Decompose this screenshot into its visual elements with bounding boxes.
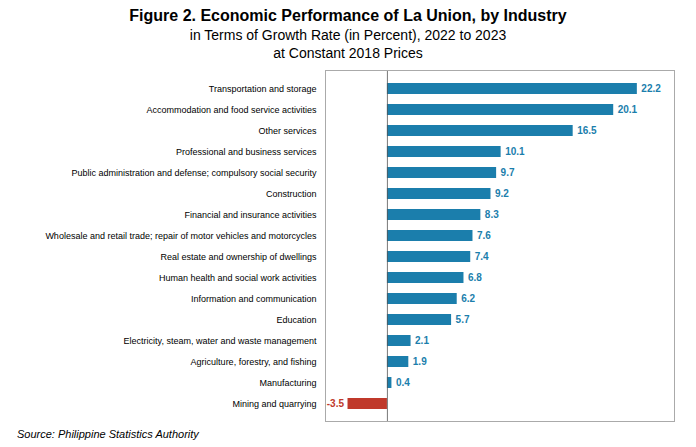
svg-text:1.9: 1.9 bbox=[413, 356, 427, 367]
svg-text:6.2: 6.2 bbox=[461, 293, 475, 304]
svg-text:Wholesale and retail trade; re: Wholesale and retail trade; repair of mo… bbox=[45, 231, 317, 241]
svg-text:Electricity, steam, water and: Electricity, steam, water and waste mana… bbox=[124, 336, 317, 346]
svg-text:-3.5: -3.5 bbox=[327, 398, 345, 409]
svg-text:20.1: 20.1 bbox=[618, 104, 638, 115]
svg-text:Mining and quarrying: Mining and quarrying bbox=[232, 399, 316, 409]
svg-text:16.5: 16.5 bbox=[577, 125, 597, 136]
svg-text:7.6: 7.6 bbox=[477, 230, 491, 241]
svg-text:0.4: 0.4 bbox=[396, 377, 410, 388]
svg-text:8.3: 8.3 bbox=[485, 209, 499, 220]
svg-text:Construction: Construction bbox=[266, 189, 317, 199]
html-text:in Terms of Growth Rate (in Pe: in Terms of Growth Rate (in Percent), 20… bbox=[189, 27, 507, 43]
svg-text:7.4: 7.4 bbox=[475, 251, 489, 262]
svg-text:6.8: 6.8 bbox=[468, 272, 482, 283]
svg-text:9.2: 9.2 bbox=[495, 188, 509, 199]
svg-text:Human health and social work a: Human health and social work activities bbox=[159, 273, 317, 283]
svg-text:9.7: 9.7 bbox=[501, 167, 515, 178]
svg-text:Other services: Other services bbox=[258, 126, 317, 136]
html-text:Source: Philippine Statistics: Source: Philippine Statistics Authority bbox=[17, 428, 199, 440]
svg-text:Transportation and storage: Transportation and storage bbox=[209, 84, 317, 94]
svg-text:22.2: 22.2 bbox=[641, 83, 661, 94]
svg-text:5.7: 5.7 bbox=[456, 314, 470, 325]
svg-text:10.1: 10.1 bbox=[505, 146, 525, 157]
svg-text:Information and communication: Information and communication bbox=[191, 294, 317, 304]
svg-text:Real estate and ownership of d: Real estate and ownership of dwellings bbox=[160, 252, 317, 262]
svg-text:Education: Education bbox=[276, 315, 316, 325]
svg-text:Financial and insurance activi: Financial and insurance activities bbox=[184, 210, 317, 220]
svg-text:Agriculture, forestry, and fis: Agriculture, forestry, and fishing bbox=[191, 357, 317, 367]
svg-text:Public administration and defe: Public administration and defense; compu… bbox=[71, 168, 317, 178]
svg-text:Professional and business serv: Professional and business services bbox=[176, 147, 317, 157]
svg-text:2.1: 2.1 bbox=[415, 335, 429, 346]
svg-text:Accommodation and food service: Accommodation and food service activitie… bbox=[146, 105, 317, 115]
svg-text:Manufacturing: Manufacturing bbox=[259, 378, 316, 388]
html-text:Figure 2. Economic Performance: Figure 2. Economic Performance of La Uni… bbox=[129, 7, 567, 24]
html-text:at Constant 2018 Prices: at Constant 2018 Prices bbox=[273, 45, 423, 61]
